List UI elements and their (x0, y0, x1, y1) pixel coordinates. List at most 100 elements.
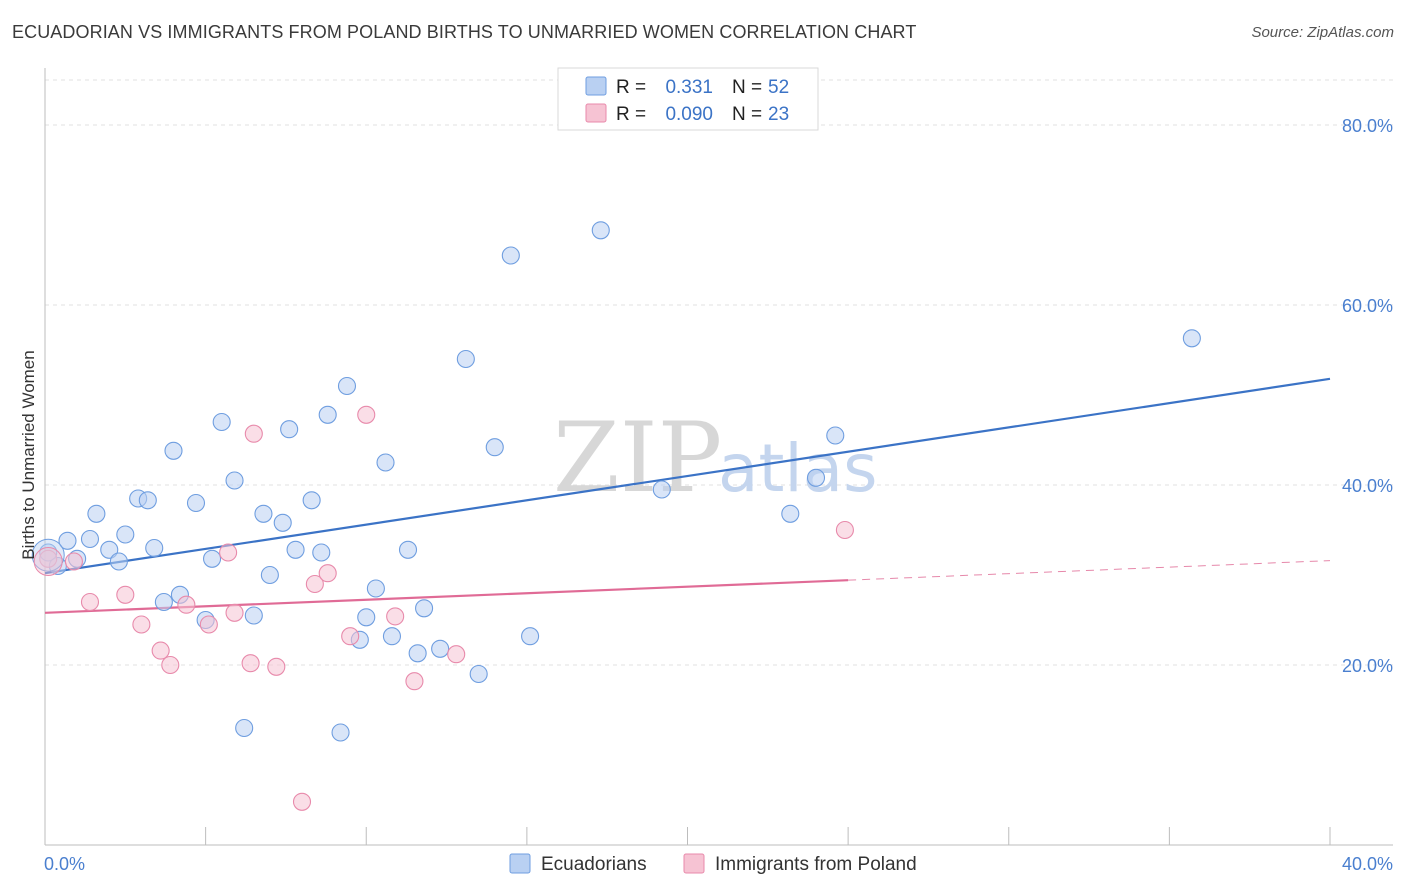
ecuadorian-point (138, 491, 157, 510)
legend-n-value-1: 52 (768, 77, 789, 98)
ecuadorian-point (260, 565, 279, 585)
poland-point (151, 641, 170, 660)
poland-point (161, 655, 180, 675)
ecuadorian-point (244, 606, 263, 625)
watermark: ZIP atlas (553, 402, 878, 514)
legend-swatch-poland (585, 103, 607, 123)
ecuadorian-point (312, 543, 331, 562)
ecuadorian-point (109, 552, 128, 571)
x-tick-label-max: 40.0% (1342, 854, 1393, 874)
ecuadorian-point (235, 718, 254, 738)
source-credit: Source: ZipAtlas.com (1251, 24, 1394, 41)
poland-cluster-point (33, 547, 63, 576)
series-legend-swatch-poland (683, 853, 705, 874)
axes (44, 68, 1393, 846)
legend-swatch-ecuadorians (585, 76, 607, 96)
watermark-atlas: atlas (718, 430, 878, 507)
ecuadorian-point (431, 639, 450, 658)
ecuadorian-point (337, 376, 357, 396)
poland-point (267, 657, 286, 676)
poland-point (64, 552, 83, 571)
ecuadorian-point (318, 405, 337, 424)
legend-r-value-2: 0.090 (665, 104, 713, 125)
grid-lines (45, 79, 1393, 666)
poland-point (305, 574, 324, 594)
ecuadorian-point (80, 529, 100, 549)
series-legend: Ecuadorians Immigrants from Poland (509, 853, 917, 875)
poland-point (318, 564, 337, 583)
poland-point (199, 615, 218, 634)
y-tick-label: 40.0% (1342, 476, 1393, 496)
poland-point (292, 792, 312, 811)
ecuadorian-point (225, 471, 244, 490)
poland-point (39, 549, 58, 568)
poland-point (341, 627, 360, 646)
poland-point (80, 592, 100, 612)
ecuadorian-point (806, 468, 826, 487)
y-axis-label: Births to Unmarried Women (19, 350, 38, 559)
legend-n-label-1: N = (732, 77, 762, 98)
trend-line (44, 377, 1331, 575)
ecuadorian-point (366, 579, 385, 598)
series-legend-label-ecuadorians: Ecuadorians (541, 854, 647, 875)
poland-point (357, 405, 376, 424)
ecuadorian-point (286, 540, 305, 559)
ecuadorian-point (254, 504, 273, 523)
correlation-legend: R = 0.331 N = 52 R = 0.090 N = 23 (557, 67, 819, 131)
ecuadorian-point (145, 538, 164, 558)
poland-point (177, 595, 196, 614)
ecuadorian-point (415, 599, 434, 618)
legend-n-value-2: 23 (768, 104, 789, 125)
series-legend-swatch-ecuadorians (509, 853, 531, 874)
ecuadorian-point (331, 723, 350, 742)
poland-point (386, 607, 405, 626)
ecuadorian-point (398, 540, 418, 559)
poland-point (241, 654, 260, 673)
ecuadorian-point (591, 221, 610, 240)
ecuadorian-point (154, 592, 173, 612)
ecuadorian-point (273, 513, 292, 532)
ecuadorian-point (186, 493, 206, 513)
y-tick-label: 80.0% (1342, 116, 1393, 136)
ecuadorian-point (212, 412, 231, 432)
data-points (31, 221, 1201, 811)
watermark-zip: ZIP (553, 402, 722, 514)
ecuadorian-point (521, 627, 540, 646)
ecuadorian-point (1182, 329, 1201, 348)
poland-point (116, 585, 135, 604)
trend-line-extension (848, 560, 1331, 581)
ecuadorian-point (652, 480, 671, 499)
poland-point (219, 543, 238, 562)
y-tick-label: 60.0% (1342, 296, 1393, 316)
ecuadorian-point (408, 644, 427, 663)
poland-point (225, 603, 244, 622)
ecuadorian-point (58, 531, 77, 550)
series-legend-label-poland: Immigrants from Poland (715, 854, 917, 875)
ecuadorian-point (280, 420, 299, 439)
poland-point (132, 615, 151, 634)
legend-r-label-2: R = (616, 104, 646, 125)
x-tick-label-min: 0.0% (44, 854, 85, 874)
ecuadorian-point (781, 504, 800, 523)
ecuadorian-point (501, 246, 520, 265)
poland-point (447, 645, 466, 664)
ecuadorian-point (382, 627, 402, 646)
ecuadorian-point (485, 438, 504, 457)
ecuadorian-point (357, 608, 376, 627)
ecuadorian-point (469, 664, 488, 684)
poland-point (405, 672, 424, 691)
legend-n-label-2: N = (732, 104, 762, 125)
ecuadorian-point (826, 426, 845, 445)
legend-r-value-1: 0.331 (665, 77, 713, 98)
ecuadorian-cluster-point (31, 538, 65, 572)
ecuadorian-point (164, 441, 183, 460)
y-tick-label: 20.0% (1342, 656, 1393, 676)
poland-point (244, 424, 263, 443)
chart-title: ECUADORIAN VS IMMIGRANTS FROM POLAND BIR… (12, 22, 917, 42)
ecuadorian-point (456, 349, 475, 369)
ecuadorian-point (376, 453, 395, 472)
ecuadorian-point (87, 504, 106, 523)
ecuadorian-point (203, 549, 222, 568)
ecuadorian-point (302, 491, 321, 510)
